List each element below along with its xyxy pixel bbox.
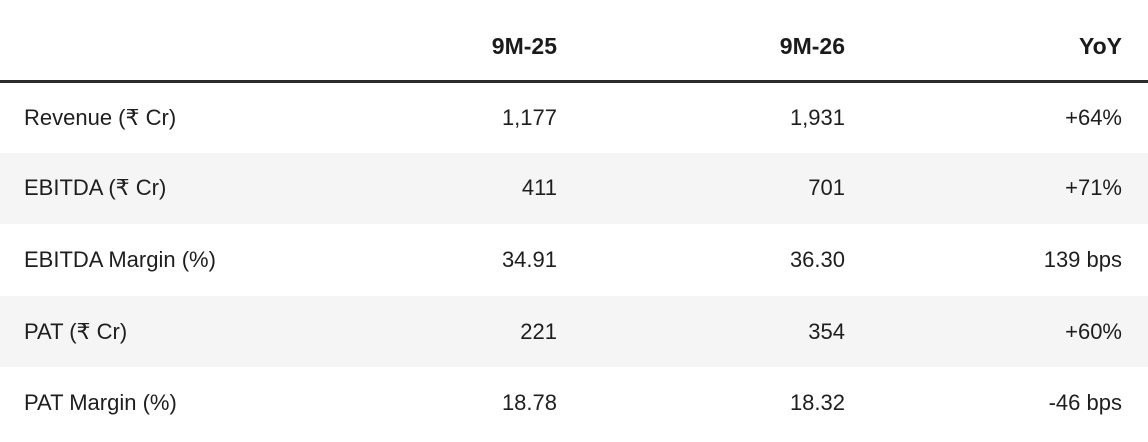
table-row: PAT (₹ Cr) 221 354 +60% [0,295,1148,368]
cell-9m-25: 221 [520,318,557,344]
table-row: Revenue (₹ Cr) 1,177 1,931 +64% [0,81,1148,153]
header-9m-26: 9M-26 [583,0,871,83]
table-row: EBITDA (₹ Cr) 411 701 +71% [0,152,1148,225]
header-metric [0,0,300,83]
cell-9m-26: 1,931 [789,104,845,130]
cell-9m-25: 411 [521,175,557,201]
table-row: PAT Margin (%) 18.78 18.32 -46 bps [0,367,1148,439]
header-yoy: YoY [871,0,1148,83]
row-label: EBITDA (₹ Cr) [24,175,167,201]
cell-yoy: +60% [1065,318,1122,344]
row-label: Revenue (₹ Cr) [24,104,177,130]
table-row: EBITDA Margin (%) 34.91 36.30 139 bps [0,224,1148,296]
cell-9m-26: 354 [808,318,845,344]
cell-9m-25: 1,177 [501,104,557,130]
row-label: PAT Margin (%) [24,390,177,416]
cell-yoy: -46 bps [1048,390,1122,416]
header-9m-25: 9M-25 [300,0,583,83]
cell-yoy: +64% [1065,104,1122,130]
cell-9m-26: 701 [808,175,845,201]
cell-yoy: 139 bps [1043,246,1122,272]
cell-9m-26: 36.30 [789,246,845,272]
cell-9m-26: 18.32 [789,390,845,416]
cell-9m-25: 34.91 [501,246,557,272]
row-label: EBITDA Margin (%) [24,246,216,272]
cell-yoy: +71% [1065,175,1122,201]
header-row: 9M-25 9M-26 YoY [0,0,1148,83]
cell-9m-25: 18.78 [501,390,557,416]
row-label: PAT (₹ Cr) [24,318,128,344]
